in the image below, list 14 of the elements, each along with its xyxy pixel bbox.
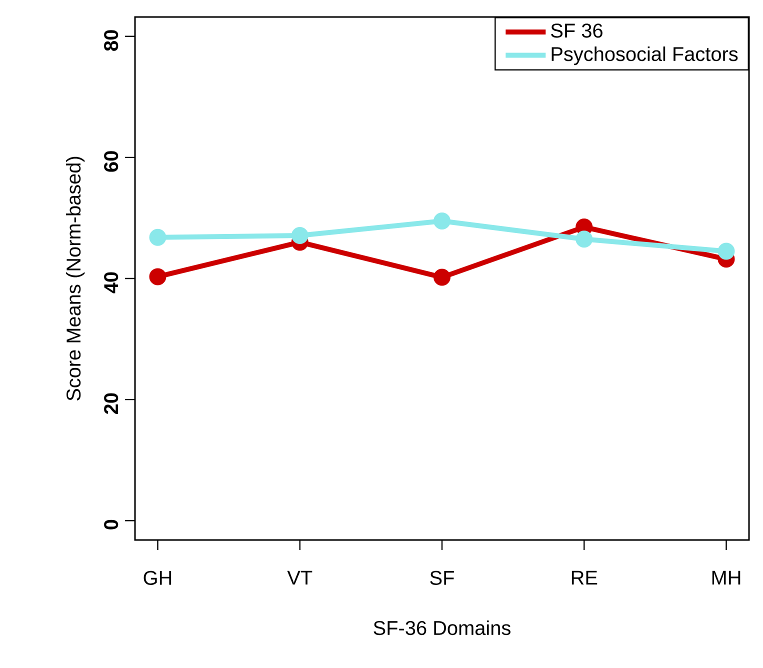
y-tick-label: 60 [104,151,118,172]
x-tick-label: SF [430,570,454,585]
legend-label: Psychosocial Factors [552,46,738,66]
y-axis-title: Score Means (Norm-based) [66,156,85,401]
x-tick-label: VT [287,570,312,585]
x-tick-label: MH [712,570,740,585]
x-tick-label: GH [144,570,172,585]
y-tick-label: 20 [104,393,118,414]
y-tick-label: 80 [104,30,118,51]
legend-label: SF 36 [551,24,602,38]
y-tick-label: 40 [104,272,118,294]
x-tick-label: RE [572,570,598,585]
x-axis-title: SF-36 Domains [374,620,510,636]
y-tick-label: 0 [104,520,118,530]
